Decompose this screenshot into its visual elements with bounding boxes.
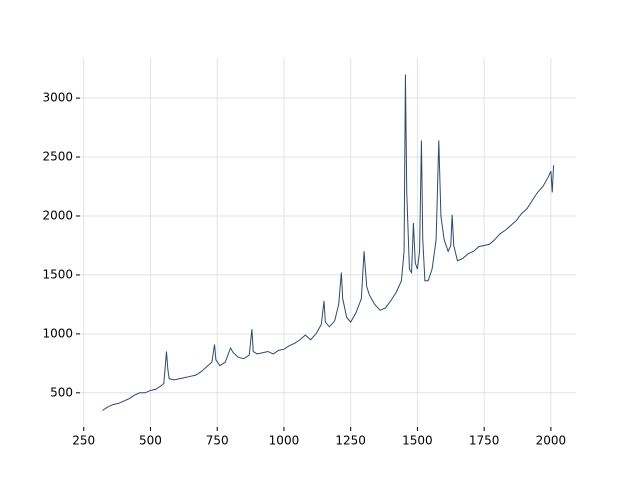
data-line bbox=[102, 74, 555, 411]
y-tick-label: 500 bbox=[50, 385, 73, 399]
x-tick-label: 250 bbox=[72, 434, 95, 448]
x-tick-label: 500 bbox=[139, 434, 162, 448]
x-tick-label: 1500 bbox=[402, 434, 433, 448]
x-tick-label: 2000 bbox=[536, 434, 567, 448]
x-tick-label: 750 bbox=[206, 434, 229, 448]
y-tick-label: 2500 bbox=[42, 150, 73, 164]
x-tick-label: 1750 bbox=[469, 434, 500, 448]
y-tick-label: 1500 bbox=[42, 267, 73, 281]
y-tick-label: 3000 bbox=[42, 91, 73, 105]
y-tick-label: 2000 bbox=[42, 208, 73, 222]
x-tick-label: 1250 bbox=[335, 434, 366, 448]
y-tick-label: 1000 bbox=[42, 326, 73, 340]
x-tick-label: 1000 bbox=[269, 434, 300, 448]
